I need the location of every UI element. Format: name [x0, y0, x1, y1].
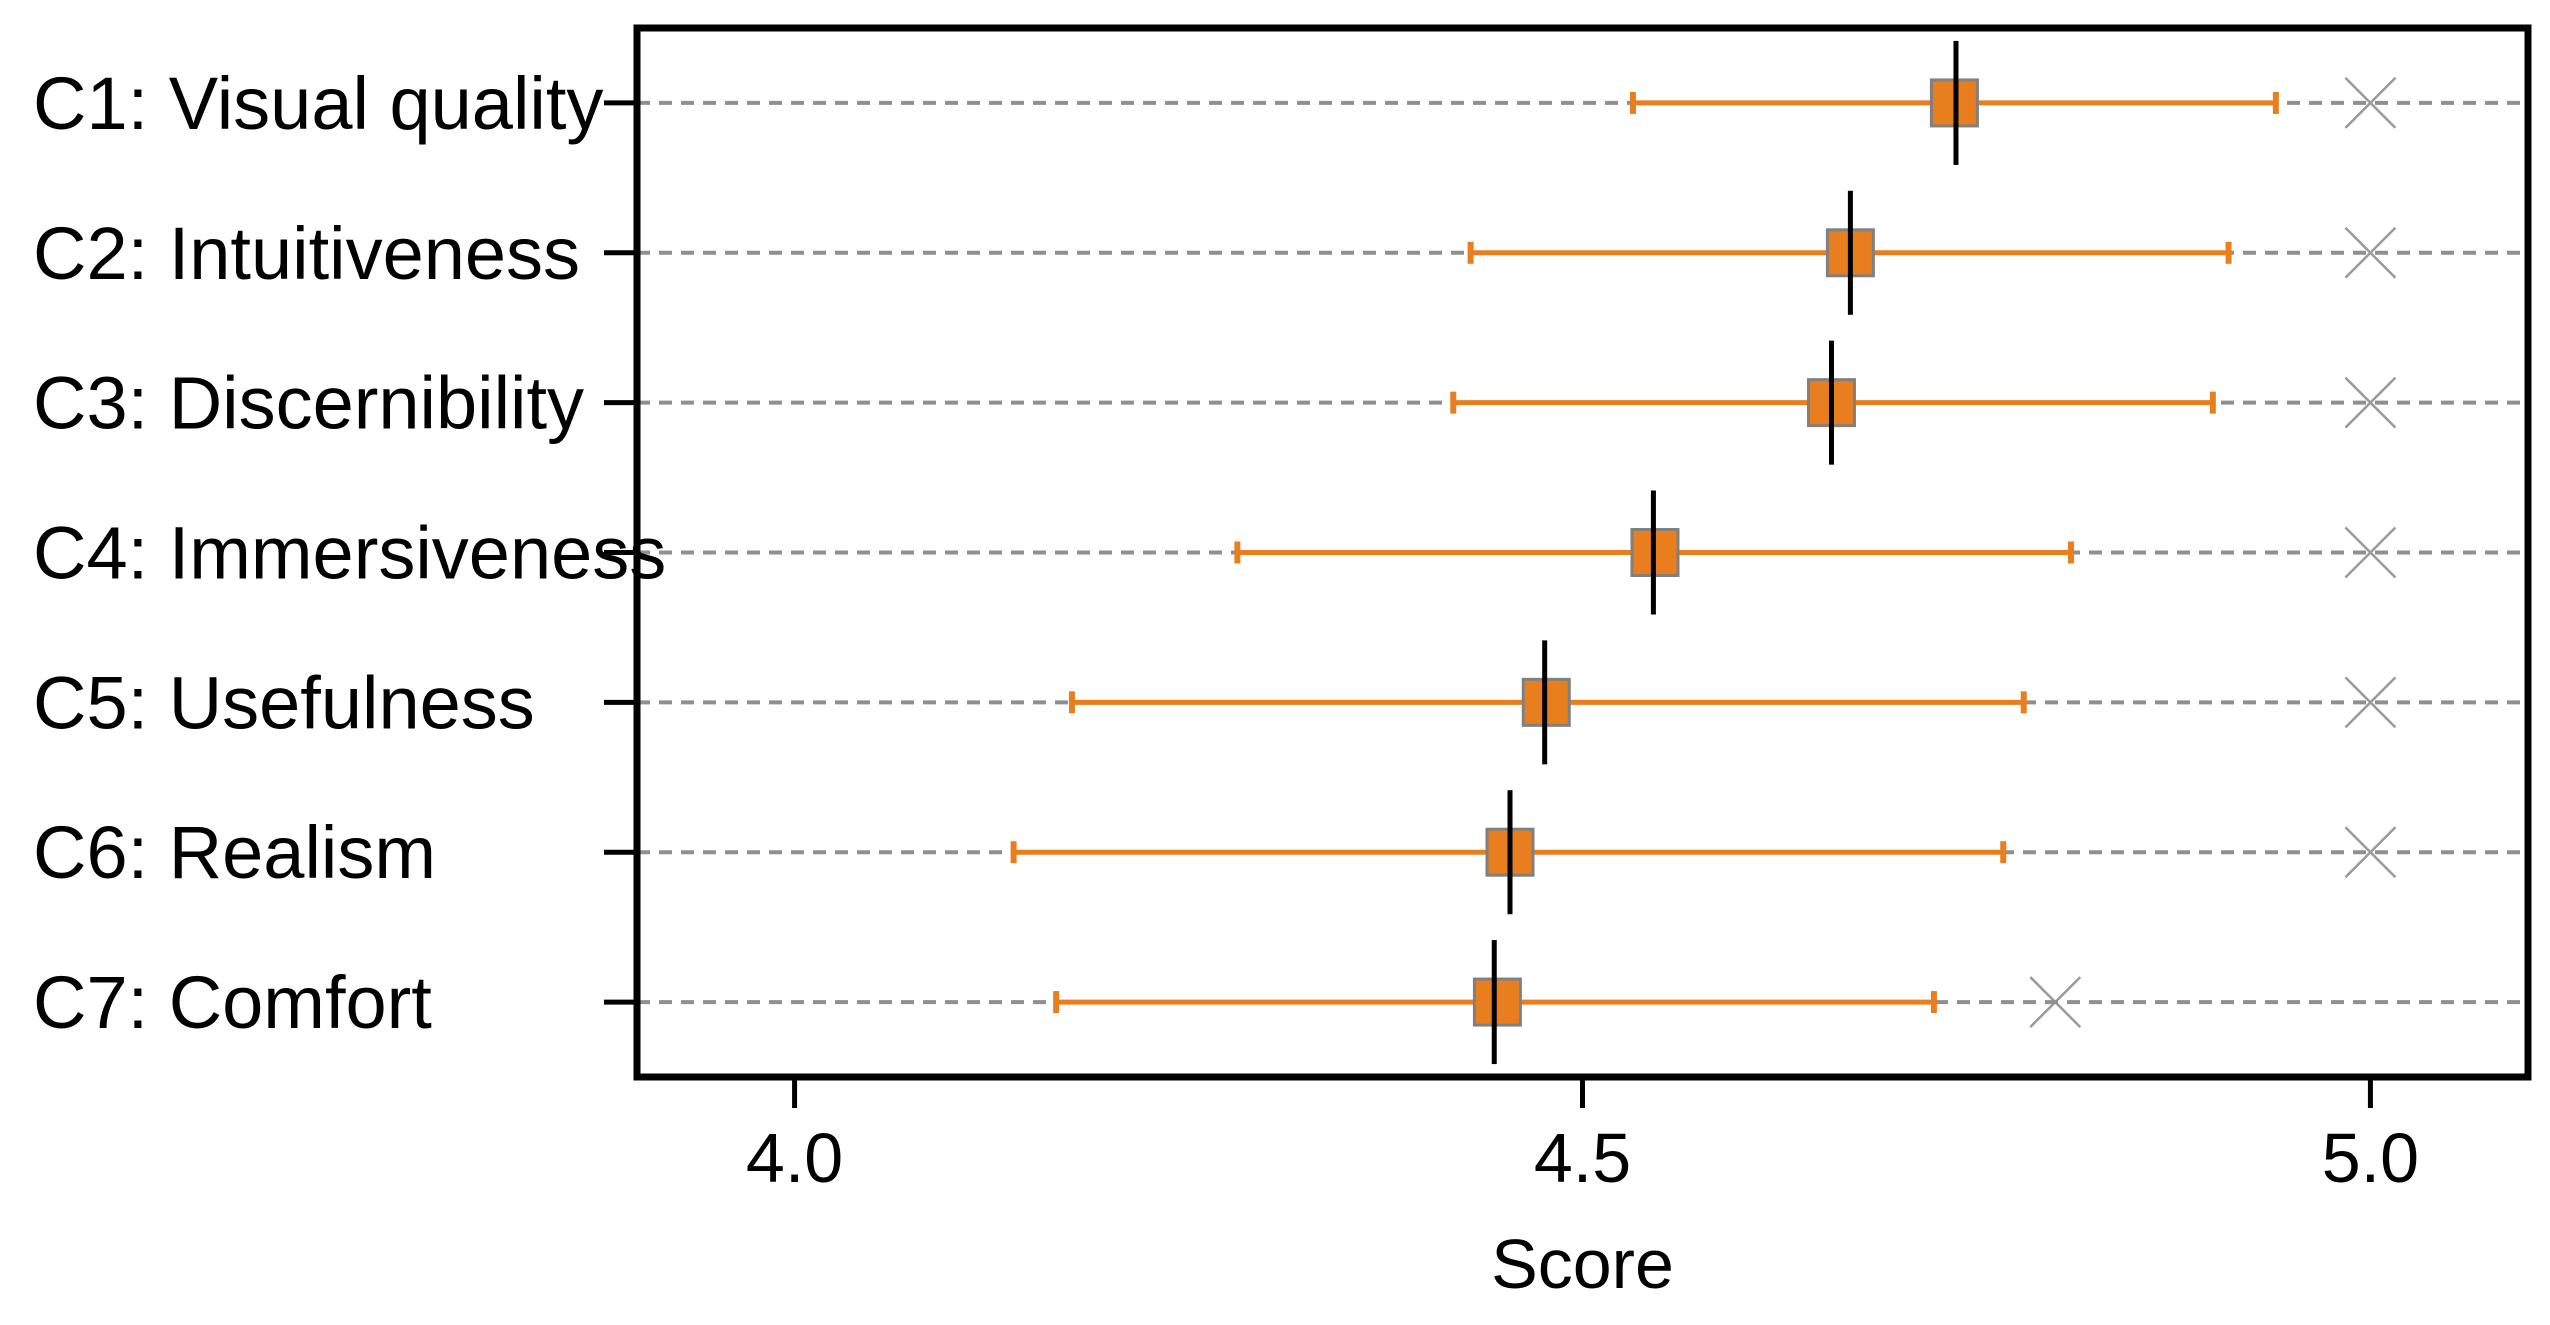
label-layer: Score C1: Visual quality C2: Intuitivenes… — [33, 62, 2419, 1303]
ci-cap-right — [2068, 541, 2075, 564]
category-label: C6: Realism — [33, 811, 436, 894]
x-marker-stroke — [2344, 826, 2397, 879]
ci-cap-left — [1068, 691, 1075, 714]
x-marker-stroke — [2344, 376, 2397, 429]
ci-cap-right — [1930, 991, 1937, 1014]
series-layer — [1010, 40, 2279, 1065]
median-line — [1953, 40, 1959, 165]
median-line — [1828, 340, 1834, 465]
ci-cap-right — [2020, 691, 2027, 714]
category-label: C4: Immersiveness — [33, 512, 666, 595]
x-tick-label: 4.0 — [746, 1119, 843, 1197]
x-marker — [2344, 526, 2397, 579]
x-marker — [2344, 77, 2397, 129]
ci-cap-right — [2272, 91, 2279, 114]
x-marker — [2344, 376, 2397, 429]
x-axis-title: Score — [1491, 1225, 1674, 1303]
x-marker — [2344, 826, 2397, 879]
ci-cap-left — [1629, 91, 1636, 114]
median-line — [1491, 940, 1497, 1065]
category-label: C5: Usefulness — [33, 661, 535, 744]
ci-cap-left — [1450, 391, 1457, 414]
gridline-layer — [637, 100, 2528, 1005]
category-label: C1: Visual quality — [33, 62, 603, 145]
median-line — [1847, 190, 1853, 315]
x-marker — [2344, 226, 2397, 279]
median-line — [1507, 790, 1513, 915]
x-marker-stroke — [2344, 77, 2397, 129]
x-tick-label: 4.5 — [1534, 1119, 1631, 1197]
tick-layer — [604, 100, 2373, 1108]
x-tick-label: 5.0 — [2322, 1119, 2419, 1197]
ci-cap-right — [2225, 241, 2232, 264]
category-label: C3: Discernibility — [33, 362, 584, 445]
mean-square — [1472, 977, 1522, 1027]
x-marker-stroke — [2344, 676, 2397, 729]
category-label: C7: Comfort — [33, 961, 432, 1044]
x-marker — [2344, 676, 2397, 729]
ci-cap-left — [1053, 991, 1060, 1014]
median-line — [1542, 640, 1548, 765]
median-line — [1650, 490, 1656, 615]
ci-cap-left — [1467, 241, 1474, 264]
category-label: C2: Intuitiveness — [33, 212, 580, 295]
ci-cap-left — [1234, 541, 1241, 564]
ci-cap-right — [2000, 841, 2007, 864]
x-marker-stroke — [2344, 526, 2397, 579]
ci-cap-right — [2209, 391, 2216, 414]
ci-cap-left — [1010, 841, 1017, 864]
x-marker-stroke — [2344, 226, 2397, 279]
